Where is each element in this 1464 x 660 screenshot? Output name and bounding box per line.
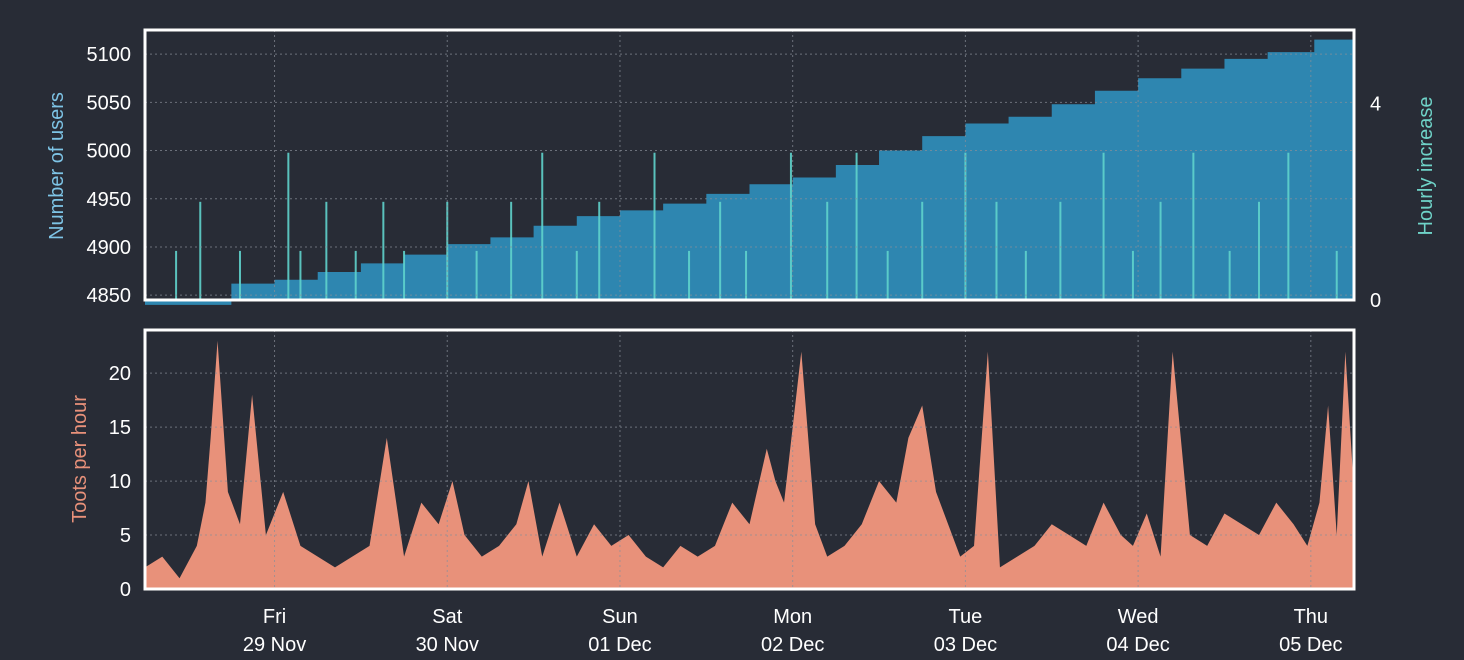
hourly-bar [1024,250,1027,300]
users-ytick-label: 4950 [87,189,132,211]
xtick-date-label: 02 Dec [761,634,824,656]
hourly-bar [199,201,202,300]
xtick-day-label: Fri [263,606,286,628]
hourly-bar [598,201,601,300]
users-ytick-label: 5100 [87,44,132,66]
hourly-bar [1131,250,1134,300]
xtick-date-label: 03 Dec [934,634,997,656]
users-ytick-label: 5050 [87,92,132,114]
users-ytick-label: 5000 [87,141,132,163]
hourly-bar [475,250,478,300]
hourly-bar [1192,152,1195,300]
toots-ytick-label: 10 [109,471,131,493]
users-frame [143,28,1356,302]
hourly-bar [299,250,302,300]
hourly-bar [510,201,513,300]
xtick-day-label: Tue [949,606,983,628]
hourly-bar [325,201,328,300]
toots-ytick-label: 5 [120,525,131,547]
xtick-date-label: 05 Dec [1279,634,1342,656]
hourly-bar [238,250,241,300]
hourly-bar [921,201,924,300]
toots-axis-label: Toots per hour [69,395,91,523]
toots-panel: 0 5 10 15 20 Fri 29 Nov Sat 30 Nov Sun 01 Dec Mon 02… [109,328,1356,656]
hourly-bar [688,250,691,300]
hourly-bar [541,152,544,300]
hourly-bar [1335,250,1338,300]
toots-frame [143,328,1356,591]
hourly-bar [745,250,748,300]
toots-ytick-label: 15 [109,417,131,439]
hourly-axis-label: Hourly increase [1415,97,1437,236]
hourly-bar [886,250,889,300]
hourly-bar [575,250,578,300]
toots-ytick-label: 0 [120,579,131,601]
xtick-day-label: Mon [773,606,812,628]
hourly-bar [1159,201,1162,300]
toots-ytick-label: 20 [109,363,131,385]
xtick-day-label: Wed [1118,606,1159,628]
users-area [145,32,1354,305]
xtick-date-label: 04 Dec [1106,634,1169,656]
hourly-bar [789,152,792,300]
hourly-bar [1228,250,1231,300]
users-panel: 4850 4900 4950 5000 5050 5100 0 4 [87,28,1381,312]
hourly-bar [175,250,178,300]
xtick-day-label: Sat [432,606,462,628]
hourly-bar [1059,201,1062,300]
users-ytick-label: 4900 [87,237,132,259]
users-ytick-label: 4850 [87,285,132,307]
xtick-day-label: Sun [602,606,638,628]
hourly-bar [1102,152,1105,300]
hourly-bar [382,201,385,300]
hourly-bar [826,201,829,300]
xtick-date-label: 30 Nov [416,634,479,656]
hourly-bar [719,201,722,300]
hourly-bar [1287,152,1290,300]
hourly-bar [354,250,357,300]
xtick-date-label: 29 Nov [243,634,306,656]
hourly-bar [1258,201,1261,300]
xtick-date-label: 01 Dec [588,634,651,656]
hourly-bar [403,250,406,300]
hourly-bar [287,152,290,300]
hourly-bar [995,201,998,300]
hourly-ytick-label: 4 [1370,94,1381,116]
xtick-day-label: Thu [1294,606,1328,628]
hourly-bar [653,152,656,300]
users-axis-label: Number of users [46,92,68,240]
hourly-ytick-label: 0 [1370,290,1381,312]
hourly-bar [855,152,858,300]
